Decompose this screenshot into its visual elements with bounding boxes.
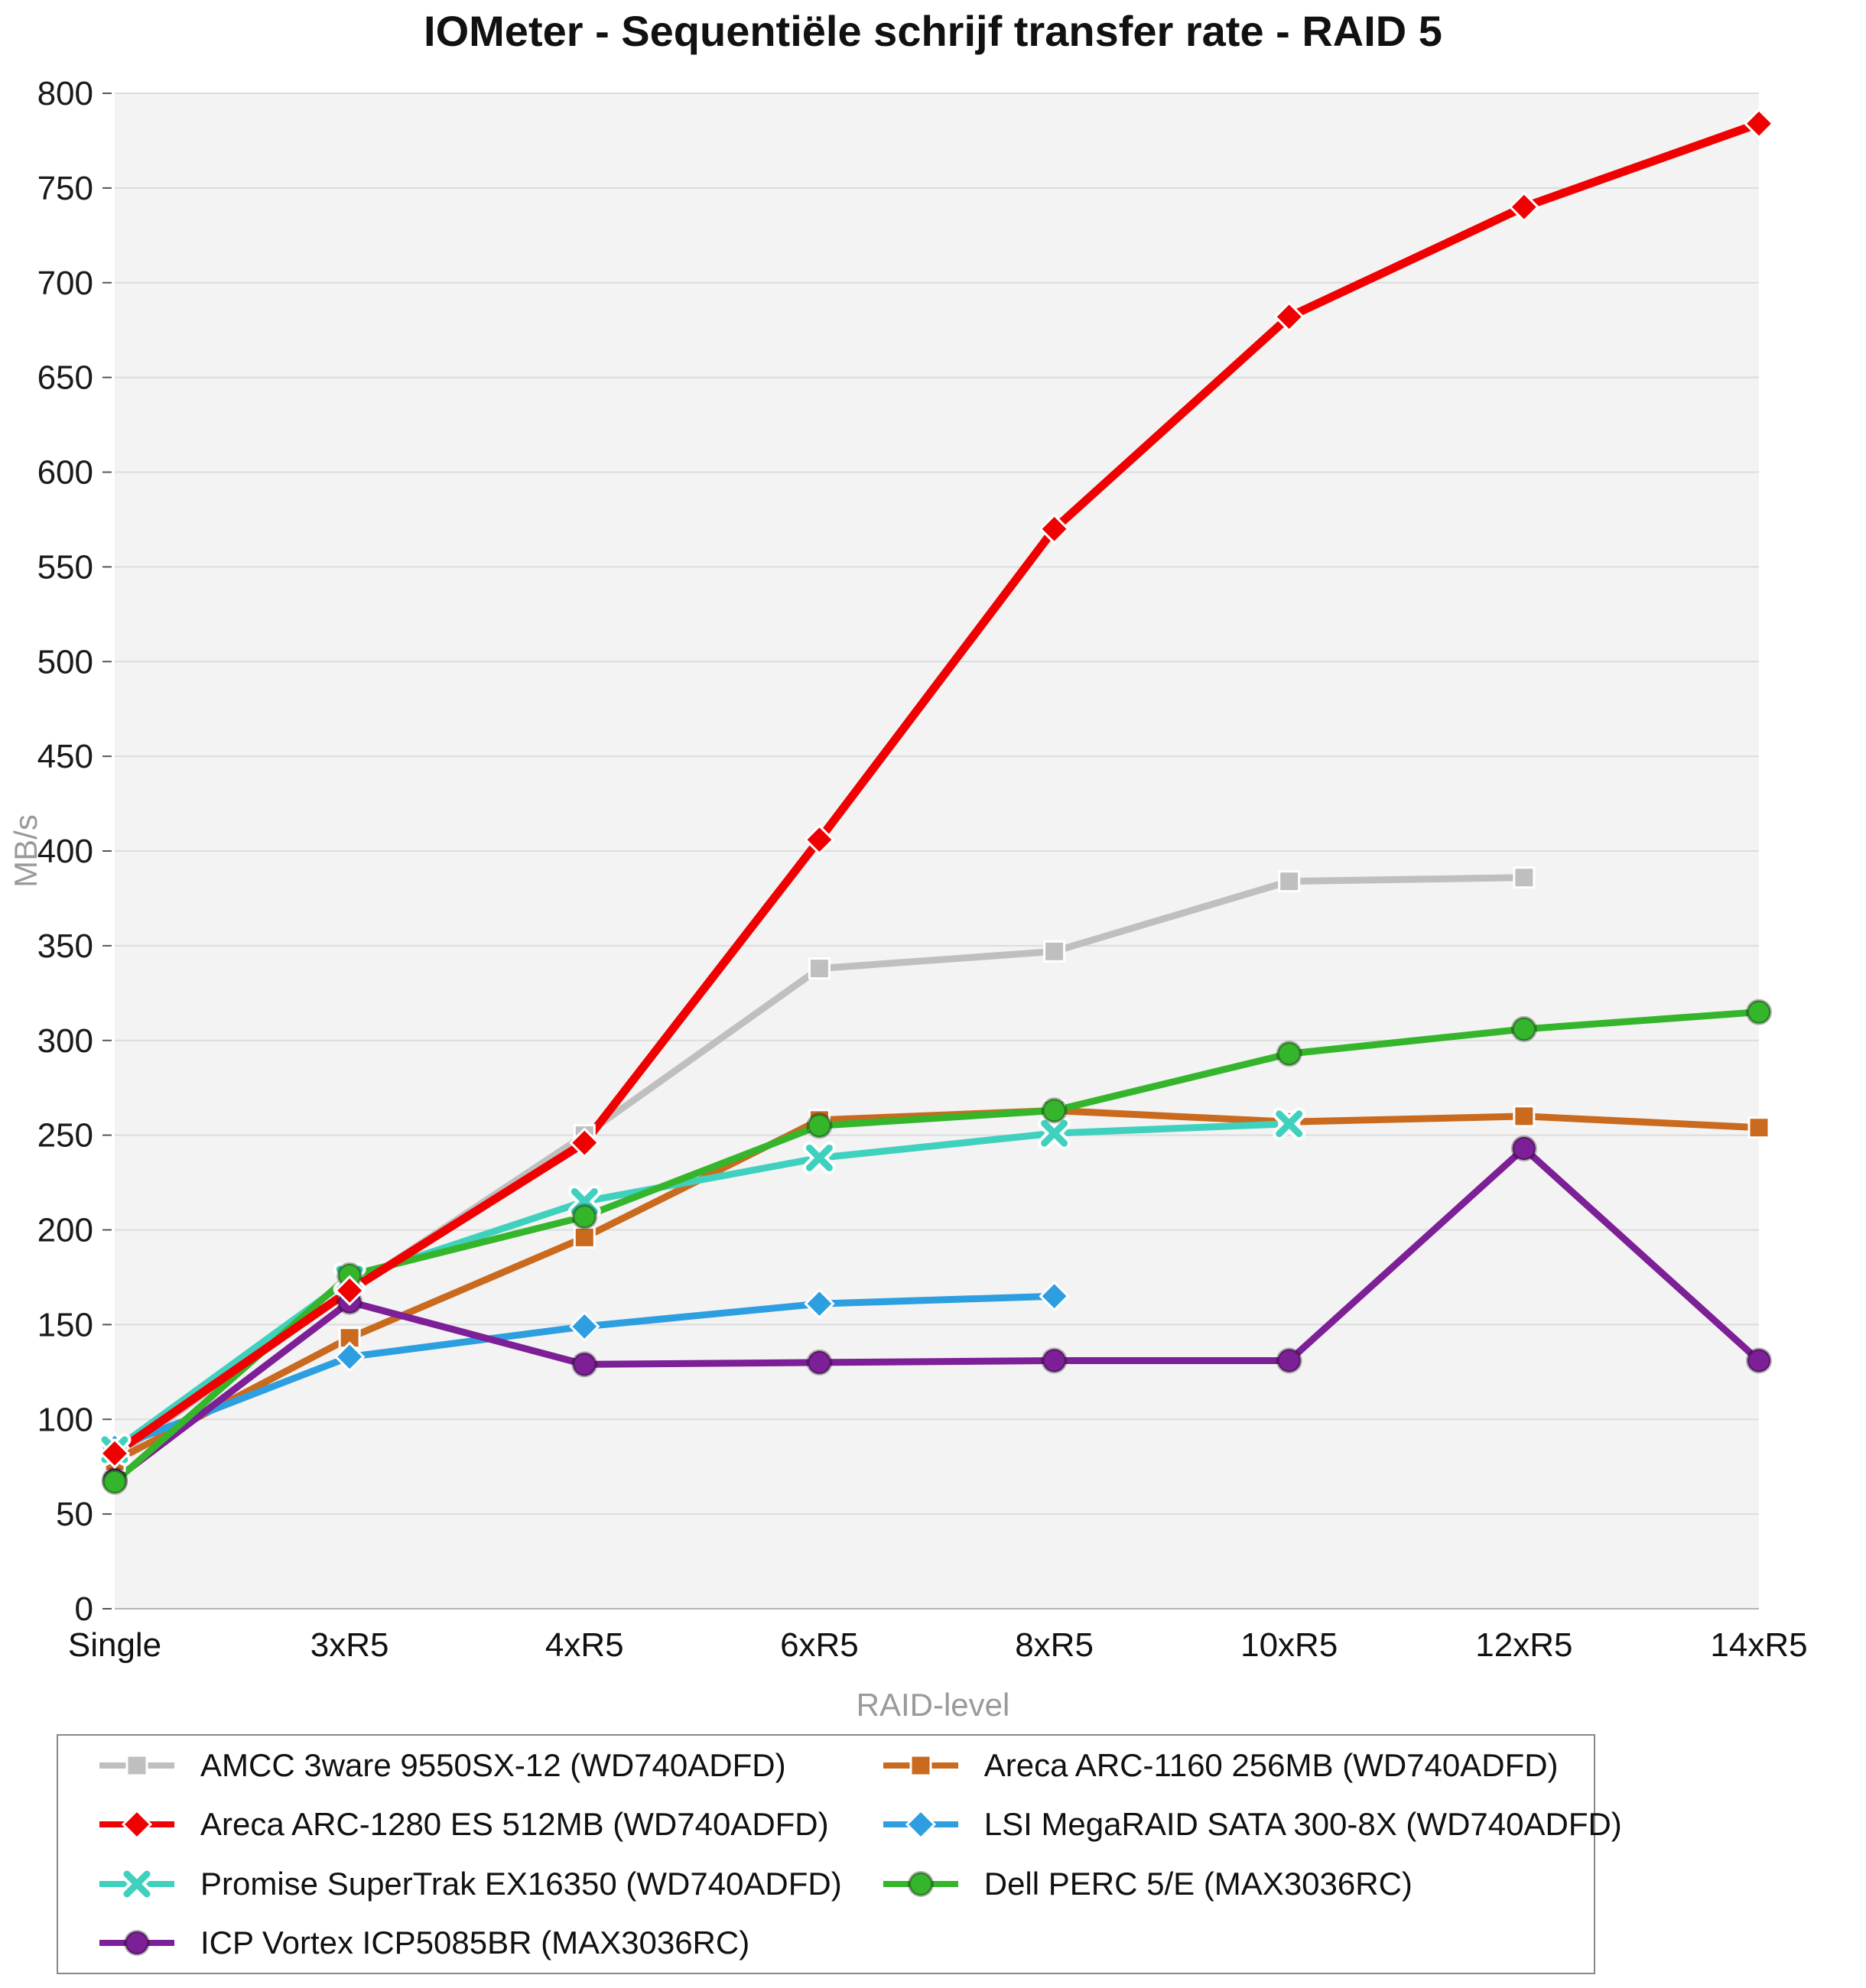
cross-marker-icon (1276, 1110, 1303, 1138)
chart-title: IOMeter - Sequentiële schrijf transfer r… (424, 7, 1442, 55)
diamond-marker-icon (99, 1437, 131, 1469)
legend-series-icon (883, 1809, 958, 1840)
diamond-marker-icon (1508, 191, 1539, 223)
circle-marker-icon (1276, 1347, 1302, 1374)
legend-item: AMCC 3ware 9550SX-12 (WD740ADFD) (58, 1747, 842, 1784)
circle-marker-icon (571, 1204, 598, 1230)
y-tick-label: 150 (37, 1306, 93, 1343)
circle-marker-icon (806, 1349, 833, 1376)
cross-marker-icon (805, 1144, 833, 1171)
y-tick-label: 0 (75, 1590, 93, 1628)
legend-item: ICP Vortex ICP5085BR (MAX3036RC) (58, 1925, 842, 1961)
square-marker-icon (909, 1754, 932, 1777)
diamond-marker-icon (905, 1809, 936, 1840)
circle-marker-icon (1041, 1097, 1068, 1124)
y-tick-label: 300 (37, 1022, 93, 1060)
series-line-6 (111, 1145, 1763, 1484)
legend-item: Dell PERC 5/E (MAX3036RC) (842, 1866, 1622, 1902)
legend-label: Areca ARC-1160 256MB (WD740ADFD) (983, 1746, 1559, 1783)
y-tick-label: 50 (56, 1496, 93, 1533)
legend-item: Areca ARC-1280 ES 512MB (WD740ADFD) (58, 1806, 842, 1843)
y-tick-label: 250 (37, 1117, 93, 1155)
circle-marker-icon (1510, 1015, 1537, 1042)
diamond-marker-icon (334, 1275, 366, 1306)
x-tick-label: 6xR5 (780, 1626, 859, 1664)
legend-label: ICP Vortex ICP5085BR (MAX3036RC) (200, 1925, 750, 1961)
circle-marker-icon (806, 1113, 833, 1139)
legend-box: AMCC 3ware 9550SX-12 (WD740ADFD) Areca AR… (57, 1734, 1622, 1974)
legend-label: Areca ARC-1280 ES 512MB (WD740ADFD) (200, 1806, 829, 1843)
diamond-marker-icon (1273, 301, 1305, 333)
circle-marker-icon (907, 1870, 934, 1897)
square-marker-icon (125, 1754, 148, 1777)
circle-marker-icon (571, 1351, 598, 1378)
square-marker-icon (1747, 1116, 1770, 1139)
legend-label: LSI MegaRAID SATA 300-8X (WD740ADFD) (983, 1806, 1622, 1843)
x-tick-label: 12xR5 (1475, 1626, 1572, 1664)
legend-series-icon (99, 1754, 174, 1777)
legend-series-icon (99, 1930, 174, 1957)
diamond-marker-icon (1039, 513, 1070, 544)
square-marker-icon (573, 1226, 596, 1249)
legend-series-icon (883, 1870, 958, 1897)
diamond-marker-icon (121, 1809, 153, 1840)
circle-marker-icon (124, 1930, 150, 1957)
x-tick-label: Single (68, 1626, 161, 1664)
y-tick-label: 600 (37, 454, 93, 492)
circle-marker-icon (102, 1469, 128, 1496)
x-tick-label: 3xR5 (310, 1626, 389, 1664)
diamond-marker-icon (804, 824, 835, 856)
y-tick-label: 100 (37, 1401, 93, 1438)
square-marker-icon (808, 957, 831, 980)
legend-series-icon (99, 1809, 174, 1840)
circle-marker-icon (1276, 1041, 1302, 1067)
square-marker-icon (1278, 870, 1301, 893)
x-tick-label: 8xR5 (1015, 1626, 1094, 1664)
circle-marker-icon (1746, 1347, 1772, 1374)
diamond-marker-icon (1743, 108, 1775, 139)
y-tick-label: 650 (37, 359, 93, 397)
y-tick-label: 350 (37, 927, 93, 965)
y-tick-label: 550 (37, 548, 93, 586)
x-tick-label: 14xR5 (1710, 1626, 1807, 1664)
legend-item: LSI MegaRAID SATA 300-8X (WD740ADFD) (842, 1806, 1622, 1843)
series-line-2 (110, 119, 1764, 1458)
y-tick-label: 750 (37, 170, 93, 207)
square-marker-icon (1513, 866, 1536, 889)
y-tick-label: 200 (37, 1212, 93, 1249)
legend-label: Promise SuperTrak EX16350 (WD740ADFD) (200, 1865, 842, 1902)
series-markers-2 (99, 108, 1775, 1469)
legend-item: Promise SuperTrak EX16350 (WD740ADFD) (58, 1866, 842, 1902)
square-marker-icon (1513, 1105, 1536, 1128)
legend-label: Dell PERC 5/E (MAX3036RC) (983, 1865, 1413, 1902)
cross-marker-icon (1041, 1119, 1068, 1147)
y-tick-label: 500 (37, 643, 93, 681)
diamond-marker-icon (1039, 1281, 1070, 1312)
circle-marker-icon (1510, 1135, 1537, 1161)
legend-series-icon (99, 1867, 174, 1901)
diamond-marker-icon (569, 1127, 600, 1158)
x-tick-label: 4xR5 (545, 1626, 624, 1664)
x-tick-label: 10xR5 (1240, 1626, 1338, 1664)
circle-marker-icon (1041, 1347, 1068, 1374)
cross-marker-icon (123, 1870, 151, 1898)
diamond-marker-icon (334, 1341, 366, 1372)
y-tick-label: 800 (37, 75, 93, 112)
legend-label: AMCC 3ware 9550SX-12 (WD740ADFD) (200, 1746, 786, 1783)
circle-marker-icon (1746, 999, 1772, 1025)
legend-item: Areca ARC-1160 256MB (WD740ADFD) (842, 1747, 1622, 1784)
diamond-marker-icon (804, 1288, 835, 1320)
y-tick-label: 700 (37, 265, 93, 302)
x-axis-label: RAID-level (856, 1687, 1010, 1723)
square-marker-icon (1043, 940, 1066, 963)
y-tick-label: 400 (37, 833, 93, 870)
legend-series-icon (883, 1754, 958, 1777)
y-tick-label: 450 (37, 738, 93, 775)
diamond-marker-icon (569, 1311, 600, 1342)
